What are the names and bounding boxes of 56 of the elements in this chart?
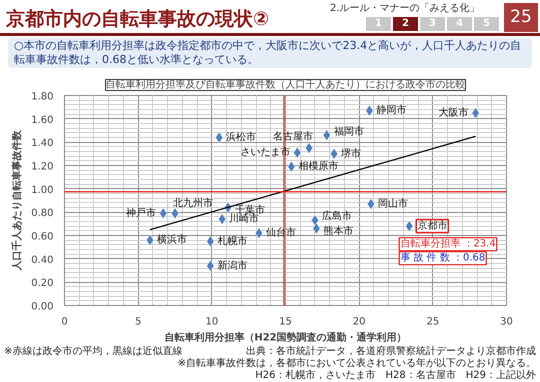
point	[322, 129, 331, 141]
y-tick-label: 1.40	[31, 138, 54, 150]
text: 2	[393, 17, 418, 31]
chart-title: 自転車利用分担率及び自転車事故件数（人口千人あたり）における政令市の比較	[106, 78, 466, 90]
point	[159, 208, 168, 220]
point	[405, 220, 414, 232]
annotation: 堺市	[340, 147, 362, 160]
annotation: 相模原市	[298, 160, 338, 172]
y-tick-label: 1.60	[31, 114, 54, 126]
text: 京都市内の自転車事故の現状②	[6, 7, 270, 32]
annotation: 北九州市	[173, 196, 213, 209]
annotation: 札幌市	[217, 234, 248, 247]
point	[330, 148, 338, 160]
x-tick-label: 20	[352, 316, 366, 328]
annotation: 静岡市	[376, 104, 406, 116]
annotation: 神戸市	[126, 206, 156, 219]
annotation: 熊本市	[323, 225, 354, 237]
text: ※赤線は政令市の平均，黒線は近似直線	[4, 346, 182, 357]
y-tick-label: 0.00	[31, 302, 54, 312]
text: H26：札幌市，さいたま市 H28：名古屋市 H29：上記以外	[255, 370, 536, 381]
text: 2.ルール・マナーの「みえる化」	[330, 2, 480, 16]
y-tick-label: 0.80	[31, 208, 54, 220]
y-tick-label: 0.20	[31, 278, 54, 290]
point	[206, 236, 214, 248]
annotation: 岡山市	[378, 198, 408, 210]
y-axis-title: 人口千人あたり自転車事故件数	[11, 130, 24, 272]
y-tick-label: 0.40	[31, 254, 54, 266]
source-note: 出典：各市統計データ，各道府県警察統計データより京都市作成	[246, 346, 536, 357]
x-tick-label: 30	[500, 316, 513, 328]
y-tick-label: 0.60	[31, 232, 54, 242]
x-tick-label: 15	[279, 316, 292, 328]
x-tick-label: 5	[134, 316, 142, 328]
point	[293, 146, 302, 158]
point	[215, 132, 224, 144]
point	[218, 213, 226, 225]
annotation: 京都市	[417, 220, 448, 232]
annotation: 自転車分担率 ：23.4	[400, 238, 496, 250]
annotation: 浜松市	[226, 131, 256, 143]
text: 25	[504, 3, 538, 32]
annotation: 広島市	[322, 210, 352, 222]
point	[206, 260, 214, 272]
x-axis-title: 自転車利用分担率（H22国勢調査の通勤・通学利用）	[164, 332, 407, 344]
annotation: 大阪市	[438, 106, 469, 118]
chart-subtitle: ○本市の自転車利用分担率は政令指定都市の中で，大阪市に次いで23.4と高いが，人口千人あたりの自転車事故件数は，0.68と低い水準となっている。	[8, 38, 532, 68]
y-tick-label: 1.00	[31, 184, 54, 196]
text: ※自転車事故件数は，各都市において公表されている年が以下のとおり異なる。	[178, 358, 536, 369]
x-tick-label: 0	[61, 316, 68, 328]
annotation: 事 故 件 数 ：0.68	[400, 252, 486, 264]
annotation: 新潟市	[217, 259, 248, 272]
x-tick-label: 25	[426, 316, 440, 328]
annotation: 福岡市	[334, 126, 364, 138]
x-tick-label: 10	[205, 316, 218, 328]
y-tick-label: 1.80	[31, 92, 54, 102]
annotation: 横浜市	[156, 234, 187, 246]
y-tick-label: 1.20	[31, 162, 54, 172]
point	[287, 160, 296, 172]
